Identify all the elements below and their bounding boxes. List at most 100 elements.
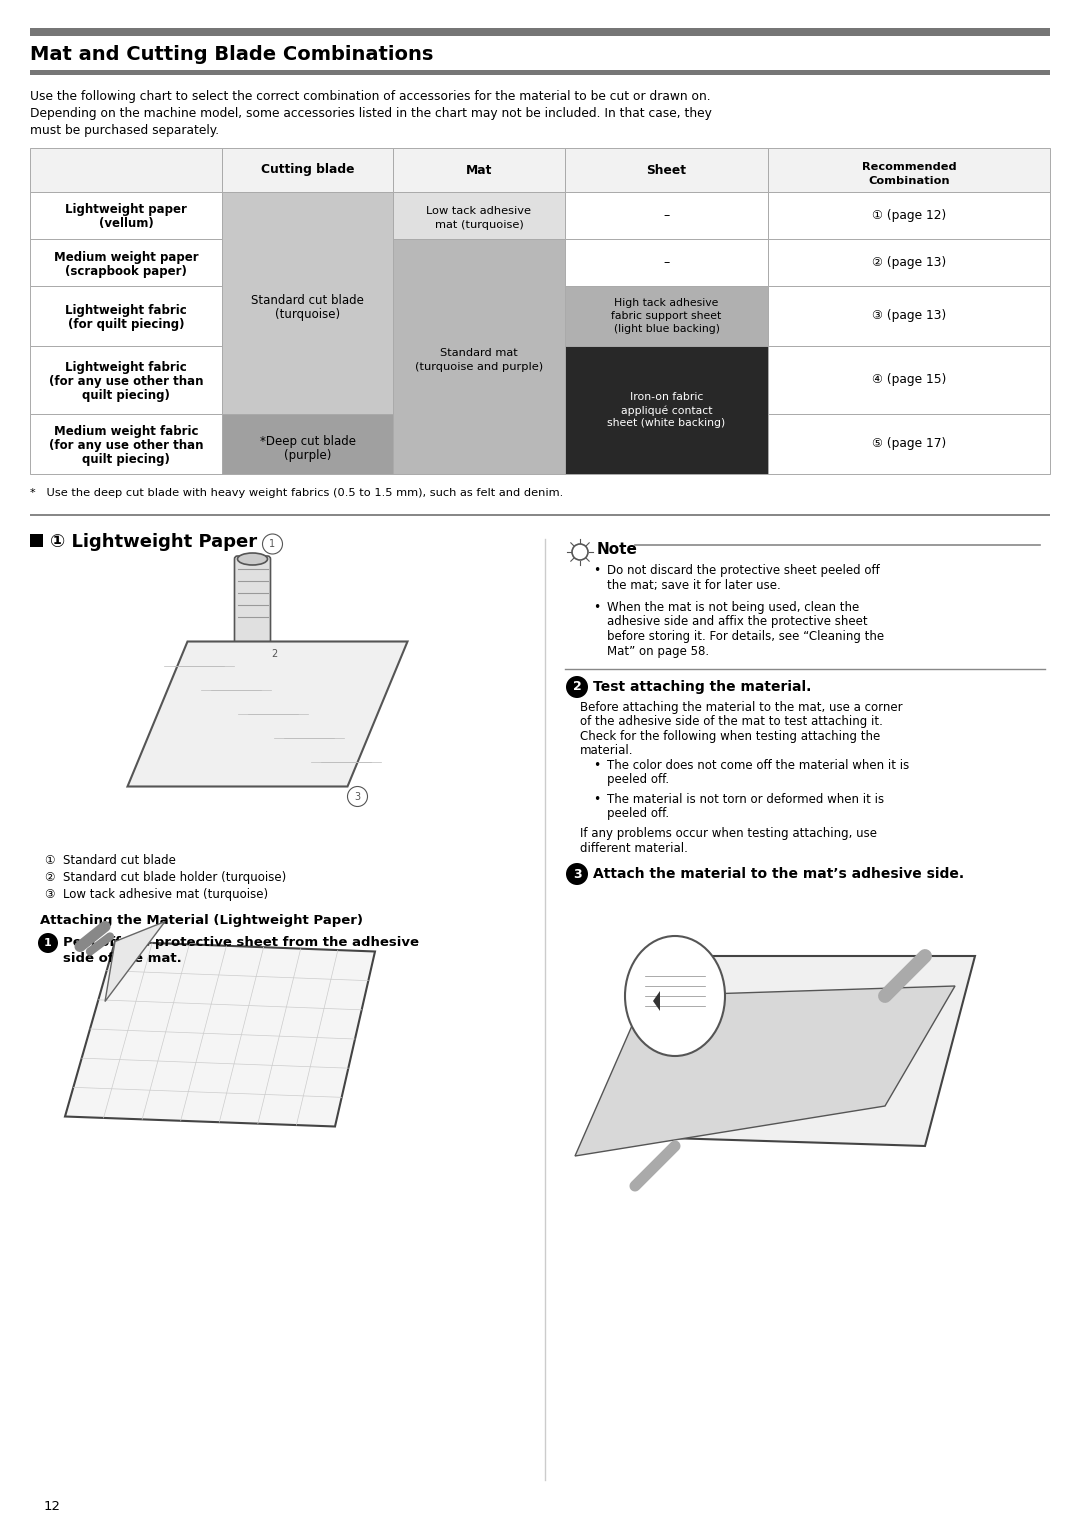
Bar	[30, 285, 222, 346]
Text: The color does not come off the material when it is: The color does not come off the material…	[607, 758, 909, 772]
Text: ③ (page 13): ③ (page 13)	[872, 310, 946, 322]
Text: before storing it. For details, see “Cleaning the: before storing it. For details, see “Cle…	[607, 630, 885, 642]
Bar	[30, 70, 1050, 75]
Text: (light blue backing): (light blue backing)	[613, 324, 719, 334]
Text: (for any use other than: (for any use other than	[49, 439, 203, 452]
Bar	[222, 148, 393, 192]
Text: (vellum): (vellum)	[98, 218, 153, 230]
Polygon shape	[605, 955, 975, 1146]
Bar	[30, 27, 1050, 37]
Text: Lightweight fabric: Lightweight fabric	[65, 362, 187, 374]
Bar	[30, 534, 43, 546]
FancyBboxPatch shape	[234, 555, 270, 652]
Text: *   Use the deep cut blade with heavy weight fabrics (0.5 to 1.5 mm), such as fe: * Use the deep cut blade with heavy weig…	[30, 488, 564, 497]
Circle shape	[38, 932, 58, 954]
Text: Attaching the Material (Lightweight Paper): Attaching the Material (Lightweight Pape…	[40, 914, 363, 926]
Bar	[768, 346, 1050, 414]
Text: Peel off the protective sheet from the adhesive: Peel off the protective sheet from the a…	[63, 935, 419, 949]
Text: fabric support sheet: fabric support sheet	[611, 311, 721, 320]
Circle shape	[566, 864, 588, 885]
Text: Mat: Mat	[465, 163, 492, 177]
Bar	[30, 192, 222, 240]
Text: Lightweight paper: Lightweight paper	[65, 203, 187, 217]
Text: (turquoise and purple): (turquoise and purple)	[415, 362, 543, 371]
Bar	[565, 346, 768, 475]
Bar	[565, 240, 768, 285]
Text: Use the following chart to select the correct combination of accessories for the: Use the following chart to select the co…	[30, 90, 711, 102]
Text: Do not discard the protective sheet peeled off: Do not discard the protective sheet peel…	[607, 565, 880, 577]
Bar	[222, 192, 393, 414]
Polygon shape	[575, 986, 955, 1157]
Text: (purple): (purple)	[284, 449, 332, 462]
Ellipse shape	[238, 552, 268, 565]
Text: ④ (page 15): ④ (page 15)	[872, 374, 946, 386]
Bar	[393, 192, 565, 240]
Text: Recommended: Recommended	[862, 162, 956, 172]
Text: Attach the material to the mat’s adhesive side.: Attach the material to the mat’s adhesiv…	[593, 867, 964, 881]
Text: material.: material.	[580, 745, 634, 757]
Text: peeled off.: peeled off.	[607, 774, 670, 786]
Text: Standard cut blade: Standard cut blade	[251, 295, 364, 307]
Bar	[565, 192, 768, 240]
Bar	[222, 414, 393, 475]
Text: ①  Standard cut blade: ① Standard cut blade	[45, 855, 176, 867]
Text: Depending on the machine model, some accessories listed in the chart may not be : Depending on the machine model, some acc…	[30, 107, 712, 121]
Polygon shape	[653, 990, 660, 1012]
Text: •: •	[593, 758, 600, 772]
Text: ② (page 13): ② (page 13)	[872, 256, 946, 269]
Text: ① (page 12): ① (page 12)	[872, 209, 946, 221]
Text: Medium weight paper: Medium weight paper	[54, 250, 199, 264]
Bar	[393, 148, 565, 192]
Text: (for quilt piecing): (for quilt piecing)	[68, 317, 185, 331]
Text: *Deep cut blade: *Deep cut blade	[259, 435, 355, 449]
Text: 3: 3	[354, 792, 361, 801]
Polygon shape	[105, 922, 165, 1001]
Text: different material.: different material.	[580, 841, 688, 855]
Text: sheet (white backing): sheet (white backing)	[607, 418, 726, 427]
Text: Lightweight fabric: Lightweight fabric	[65, 304, 187, 317]
Text: When the mat is not being used, clean the: When the mat is not being used, clean th…	[607, 601, 860, 613]
Bar	[768, 285, 1050, 346]
Ellipse shape	[625, 935, 725, 1056]
Bar	[30, 346, 222, 414]
Text: Medium weight fabric: Medium weight fabric	[54, 426, 199, 438]
Polygon shape	[127, 641, 407, 786]
Text: quilt piecing): quilt piecing)	[82, 389, 170, 401]
Text: ① Lightweight Paper: ① Lightweight Paper	[50, 533, 257, 551]
Polygon shape	[244, 649, 260, 668]
Text: Before attaching the material to the mat, use a corner: Before attaching the material to the mat…	[580, 700, 903, 714]
Text: •: •	[593, 601, 600, 613]
Bar	[768, 414, 1050, 475]
Text: Mat” on page 58.: Mat” on page 58.	[607, 644, 710, 658]
Text: Cutting blade: Cutting blade	[260, 163, 354, 177]
Bar	[30, 148, 222, 192]
Text: 2: 2	[271, 649, 278, 659]
Text: Standard mat: Standard mat	[441, 348, 518, 357]
Text: The material is not torn or deformed when it is: The material is not torn or deformed whe…	[607, 794, 885, 806]
Text: (turquoise): (turquoise)	[275, 308, 340, 320]
Bar	[565, 285, 768, 346]
Bar	[30, 414, 222, 475]
Text: Mat and Cutting Blade Combinations: Mat and Cutting Blade Combinations	[30, 44, 433, 64]
Text: High tack adhesive: High tack adhesive	[615, 298, 718, 308]
Text: Note: Note	[597, 542, 638, 557]
Text: must be purchased separately.: must be purchased separately.	[30, 124, 219, 137]
Text: 2: 2	[572, 681, 581, 693]
Polygon shape	[65, 942, 375, 1126]
Text: adhesive side and affix the protective sheet: adhesive side and affix the protective s…	[607, 615, 867, 629]
Text: Test attaching the material.: Test attaching the material.	[593, 681, 811, 694]
Text: Combination: Combination	[868, 175, 949, 186]
Text: Iron-on fabric: Iron-on fabric	[630, 392, 703, 401]
Text: •: •	[593, 794, 600, 806]
Circle shape	[566, 676, 588, 697]
Text: (for any use other than: (for any use other than	[49, 375, 203, 388]
Text: –: –	[663, 256, 670, 269]
Text: ⑤ (page 17): ⑤ (page 17)	[872, 438, 946, 450]
Text: Low tack adhesive: Low tack adhesive	[427, 206, 531, 217]
Text: peeled off.: peeled off.	[607, 807, 670, 821]
Text: If any problems occur when testing attaching, use: If any problems occur when testing attac…	[580, 827, 877, 839]
Bar	[768, 192, 1050, 240]
Bar	[565, 148, 768, 192]
Bar	[768, 240, 1050, 285]
Bar	[30, 240, 222, 285]
